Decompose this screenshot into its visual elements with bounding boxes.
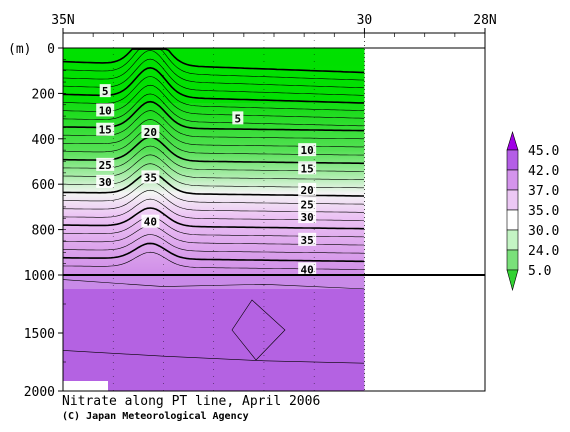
contour-label-bg — [298, 197, 317, 211]
colorbar-label: 30.0 — [528, 224, 559, 239]
contour-label-bg — [99, 84, 111, 98]
y-tick-label: 1000 — [24, 269, 55, 284]
deep-closed-contour — [231, 299, 286, 361]
colorbar-segment — [506, 229, 519, 251]
contour-label-bg — [141, 214, 160, 228]
colorbar-segment — [506, 249, 519, 271]
colorbar-label: 24.0 — [528, 244, 559, 259]
contour-label: 20 — [144, 126, 157, 139]
contour-label: 40 — [301, 263, 314, 276]
y-tick-label: 0 — [47, 42, 55, 57]
contour-label-bg — [141, 170, 160, 184]
colorbar: 45.0 42.0 37.0 35.0 30.0 24.0 5.0 — [506, 130, 559, 292]
y-tick-label: 2000 — [24, 385, 55, 400]
isoline — [63, 66, 364, 104]
contour-label: 25 — [301, 199, 314, 212]
y-tick-label: 600 — [32, 178, 55, 193]
contour-label-bg — [298, 210, 317, 224]
x-tick-label: 28N — [473, 13, 496, 28]
colorbar-label: 35.0 — [528, 204, 559, 219]
contour-label-bg — [298, 232, 317, 246]
contour-label: 30 — [301, 211, 314, 224]
contour-label: 15 — [99, 124, 112, 137]
colorbar-label: 37.0 — [528, 184, 559, 199]
isoline — [63, 207, 364, 230]
contour-label-bg — [298, 182, 317, 196]
colorbar-segment — [506, 189, 519, 211]
colorbar-bottom-arrow — [506, 269, 519, 292]
colorbar-label: 42.0 — [528, 164, 559, 179]
y-tick-label: 800 — [32, 224, 55, 239]
contour-label: 5 — [235, 112, 242, 125]
colorbar-label: 45.0 — [528, 144, 559, 159]
contour-label: 35 — [144, 171, 157, 184]
colorbar-segment — [506, 209, 519, 231]
chart-title: Nitrate along PT line, April 2006 — [62, 394, 321, 409]
contour-label: 25 — [99, 159, 112, 172]
contour-label-bg — [96, 157, 115, 171]
contour-label-bg — [232, 111, 244, 125]
contour-label: 40 — [144, 216, 157, 229]
colorbar-top-arrow — [506, 130, 519, 151]
y-tick-label: 1500 — [24, 327, 55, 342]
contour-label: 20 — [301, 184, 314, 197]
contour-label-bg — [96, 103, 115, 117]
x-tick-label: 35N — [51, 13, 74, 28]
contour-label-bg — [96, 122, 115, 136]
y-tick-label: 400 — [32, 133, 55, 148]
y-tick-label: 200 — [32, 87, 55, 102]
y-unit-label: (m) — [8, 42, 31, 57]
contour-label-bg — [298, 262, 317, 276]
deep-field — [63, 275, 365, 391]
contour-label: 10 — [301, 144, 314, 157]
missing-patch — [63, 381, 108, 391]
contour-label-bg — [141, 124, 160, 138]
contour-label-bg — [298, 143, 317, 157]
contour-label: 15 — [301, 162, 314, 175]
y-axis: (m) 0 200 400 600 800 1000 1500 2000 — [8, 42, 66, 400]
colorbar-segment — [506, 169, 519, 191]
x-tick-label: 30 — [357, 13, 373, 28]
colorbar-segment — [506, 149, 519, 171]
contour-label: 35 — [301, 234, 314, 247]
contour-label-bg — [96, 174, 115, 188]
isoline — [63, 76, 364, 111]
credit-text: (C) Japan Meteorological Agency — [62, 411, 249, 422]
contour-label: 10 — [99, 104, 112, 117]
x-axis: 35N 30 28N — [51, 13, 497, 37]
contour-label: 30 — [99, 176, 112, 189]
colorbar-label: 5.0 — [528, 264, 551, 279]
contour-label: 5 — [102, 85, 109, 98]
isoline — [63, 58, 364, 96]
contour-label-bg — [298, 161, 317, 175]
isoline — [63, 234, 364, 254]
